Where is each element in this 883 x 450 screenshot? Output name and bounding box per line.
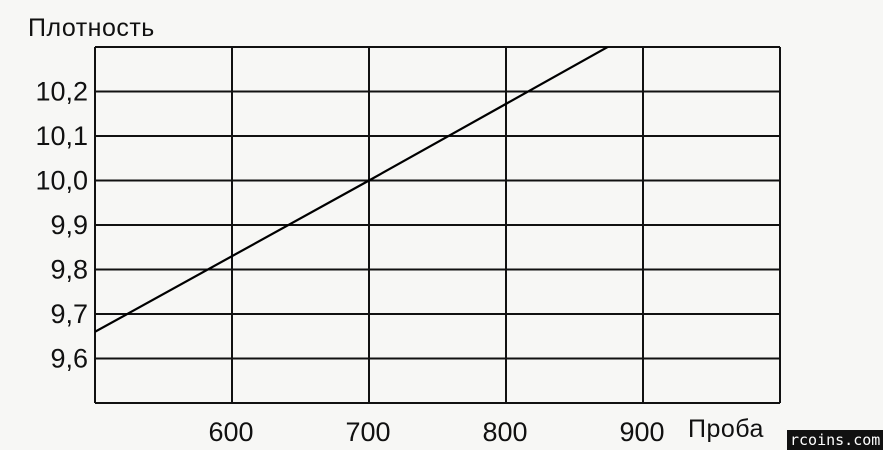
grid [94,46,781,404]
watermark-text: rcoins.com [790,431,880,449]
x-tick-label: 600 [208,417,253,447]
y-tick-label: 10,2 [35,77,88,107]
x-tick-label: 800 [482,417,527,447]
x-tick-label: 900 [619,417,664,447]
y-tick-label: 10,0 [35,166,88,196]
y-axis-title: Плотность [28,14,155,42]
x-tick-label: 700 [345,417,390,447]
y-tick-label: 9,6 [50,344,88,374]
series-line [95,47,610,333]
watermark-background [787,430,883,450]
series-layer [95,47,610,333]
x-tick-labels: 600 700 800 900 [208,417,664,447]
y-tick-labels: 9,6 9,7 9,8 9,9 10,0 10,1 10,2 [35,77,88,374]
y-tick-label: 9,7 [50,299,88,329]
y-tick-label: 9,8 [50,255,88,285]
y-tick-label: 9,9 [50,210,88,240]
y-tick-label: 10,1 [35,121,88,151]
x-axis-title: Проба [688,415,764,443]
